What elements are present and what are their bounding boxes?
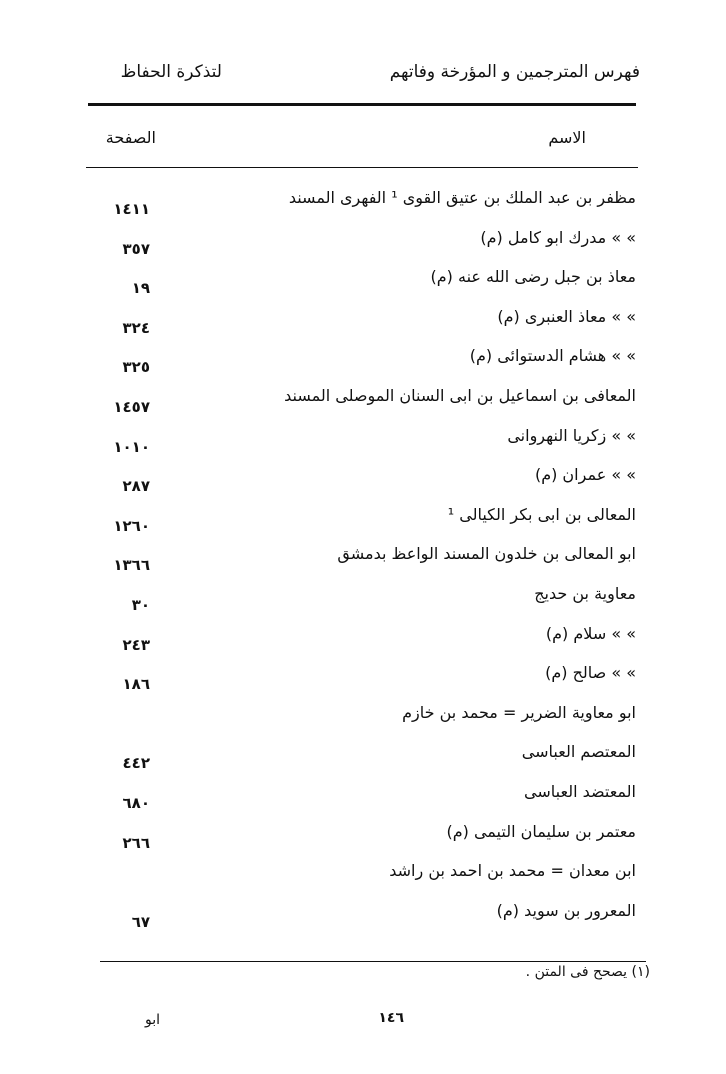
row-page: ٣٥٧ (122, 239, 150, 258)
row-name: ابن معدان = محمد بن احمد بن راشد (389, 861, 636, 881)
row-name: معاوية بن حديج (534, 584, 636, 603)
catchword: ابو (144, 1012, 160, 1028)
footnote-rule (100, 961, 646, 962)
row-name: » » صالح (م) (545, 663, 636, 683)
row-page: ٦٨٠ (122, 794, 150, 812)
row-page: ١٤٥٧ (113, 398, 150, 416)
row-name: » » هشام الدستوائى (م) (469, 346, 636, 366)
page-number: ١٤٦ (378, 1010, 404, 1026)
row-name: المعتضد العباسى (524, 782, 636, 801)
column-header-name: الاسم (548, 128, 586, 147)
row-page: ١٤١١ (113, 200, 150, 218)
row-page: ٦٧ (131, 912, 150, 931)
row-name: ابو المعالى بن خلدون المسند الواعظ بدمشق (337, 544, 636, 564)
header-rule (88, 103, 636, 106)
row-page: ٤٤٢ (122, 754, 150, 773)
row-page: ١٠١٠ (113, 437, 150, 456)
row-page: ١٣٦٦ (113, 556, 150, 575)
row-name: » » زكريا النهروانى (507, 425, 636, 445)
row-name: » » مدرك ابو كامل (م) (480, 227, 636, 247)
row-name: ابو معاوية الضرير = محمد بن خازم (402, 702, 636, 722)
row-name: معاذ بن جبل رضى الله عنه (م) (430, 267, 636, 287)
row-page: ٢٤٣ (122, 635, 150, 654)
row-page: ٢٦٦ (122, 833, 150, 852)
row-page: ٣٢٥ (122, 358, 150, 377)
row-name: المعالى بن ابى بكر الكيالى ¹ (447, 504, 636, 524)
footnote: (١) يصحح فى المتن . (525, 964, 650, 980)
row-name: المعرور بن سويد (م) (496, 900, 636, 920)
row-name: المعافى بن اسماعيل بن ابى السنان الموصلى… (284, 386, 636, 405)
row-page: ٣٠ (131, 596, 150, 614)
column-header-page: الصفحة (105, 128, 156, 147)
running-title-right: فهرس المترجمين و المؤرخة وفاتهم (389, 62, 640, 82)
row-name: مظفر بن عبد الملك بن عتيق القوى ¹ الفهرى… (288, 188, 636, 207)
row-name: » » سلام (م) (545, 623, 636, 643)
row-name: المعتصم العباسى (521, 742, 636, 762)
row-page: ١٨٦ (122, 675, 150, 694)
row-page: ٣٢٤ (122, 318, 150, 337)
row-name: معتمر بن سليمان التيمى (م) (446, 821, 636, 841)
row-page: ١٢٦٠ (113, 516, 150, 535)
row-page: ٢٨٧ (122, 477, 150, 496)
column-header-rule (86, 167, 638, 168)
row-name: » » عمران (م) (534, 465, 636, 485)
row-name: » » معاذ العنبرى (م) (497, 306, 636, 326)
running-title-left: لتذكرة الحفاظ (120, 62, 222, 82)
row-page: ١٩ (131, 279, 150, 298)
